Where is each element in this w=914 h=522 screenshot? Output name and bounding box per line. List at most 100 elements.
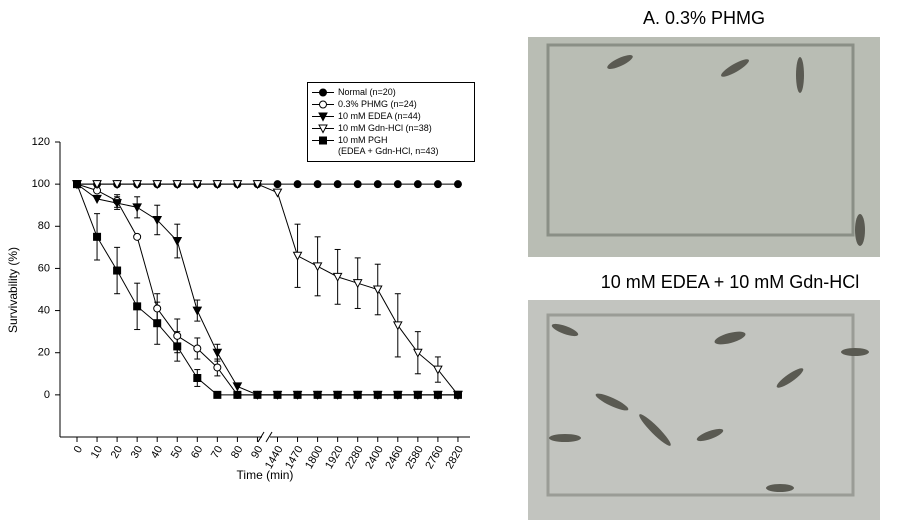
marker — [433, 365, 443, 375]
x-tick-label: 90 — [249, 444, 266, 461]
legend-icon — [312, 136, 334, 145]
marker — [112, 180, 122, 190]
marker — [319, 100, 327, 109]
legend-item: 0.3% PHMG (n=24) — [308, 99, 474, 110]
marker — [392, 321, 403, 331]
marker — [172, 180, 183, 190]
marker — [253, 390, 262, 399]
legend-icon — [312, 112, 334, 122]
legend-label: 10 mM EDEA (n=44) — [338, 111, 421, 121]
photo — [528, 37, 880, 257]
marker — [332, 272, 343, 282]
x-tick-label: 10 — [89, 444, 106, 461]
marker — [232, 382, 243, 392]
legend-item: 10 mM PGH (EDEA + Gdn-HCl, n=43) — [308, 135, 474, 157]
x-tick-label: 2400 — [363, 444, 386, 471]
series-line — [76, 183, 458, 396]
legend-label: 0.3% PHMG (n=24) — [338, 99, 417, 109]
panel-title: 10 mM EDEA + 10 mM Gdn-HCl — [600, 272, 860, 292]
axis-break — [265, 431, 273, 443]
legend-item: 10 mM Gdn-HCl (n=38) — [308, 123, 474, 134]
marker — [352, 279, 363, 289]
marker — [92, 194, 102, 204]
x-tick-label: 1470 — [283, 444, 306, 471]
x-tick-label: 1800 — [303, 444, 326, 471]
marker — [232, 180, 243, 190]
y-axis-label: Survivability (%) — [6, 247, 20, 333]
y-tick-label: 0 — [44, 389, 50, 401]
axis-break — [257, 431, 265, 443]
marker — [313, 180, 322, 189]
marker — [292, 251, 303, 261]
tank-edge — [546, 43, 855, 237]
marker — [173, 342, 182, 351]
marker — [373, 180, 382, 189]
marker — [372, 285, 383, 295]
legend-icon — [312, 100, 334, 109]
legend-item: Normal (n=20) — [308, 87, 474, 98]
marker — [319, 88, 327, 97]
marker — [252, 180, 263, 190]
marker — [318, 124, 328, 134]
y-tick-label: 120 — [32, 136, 50, 148]
x-tick-label: 2460 — [383, 444, 406, 471]
marker — [212, 348, 223, 358]
marker — [213, 363, 222, 372]
fish — [549, 55, 869, 492]
y-tick-label: 100 — [32, 178, 50, 190]
marker — [433, 180, 442, 189]
marker — [152, 215, 163, 226]
series-line — [76, 183, 458, 396]
marker — [293, 180, 302, 189]
series-line — [76, 183, 458, 396]
marker — [413, 180, 422, 189]
marker — [152, 180, 163, 190]
marker — [193, 374, 202, 382]
marker — [92, 180, 102, 190]
marker — [373, 390, 382, 399]
legend-label: 10 mM Gdn-HCl (n=38) — [338, 123, 432, 133]
marker — [333, 180, 342, 189]
marker — [132, 203, 142, 213]
marker — [312, 262, 323, 272]
y-tick-label: 40 — [38, 304, 50, 316]
marker — [313, 390, 322, 399]
marker — [393, 390, 402, 399]
marker — [192, 306, 203, 316]
x-axis-label: Time (min) — [237, 468, 294, 482]
marker — [413, 348, 423, 358]
marker — [212, 180, 223, 190]
legend-item: 10 mM EDEA (n=44) — [308, 111, 474, 122]
x-tick-label: 0 — [72, 444, 85, 455]
x-tick-label: 2280 — [343, 444, 366, 471]
marker — [173, 331, 182, 340]
series-line — [77, 183, 459, 396]
x-tick-label: 60 — [189, 444, 206, 461]
x-tick-label: 20 — [109, 444, 126, 461]
legend: Normal (n=20) 0.3% PHMG (n=24) 10 mM EDEA … — [307, 82, 475, 162]
marker — [393, 180, 402, 189]
y-tick-label: 60 — [38, 262, 50, 274]
marker — [273, 390, 282, 399]
marker — [433, 390, 442, 399]
marker — [319, 136, 327, 145]
x-tick-label: 80 — [229, 444, 246, 461]
tank-edge — [546, 313, 855, 497]
marker — [193, 344, 202, 353]
marker — [112, 199, 122, 209]
y-tick-label: 20 — [38, 347, 50, 359]
marker — [113, 266, 122, 275]
marker — [353, 180, 362, 189]
marker — [333, 390, 342, 399]
photo — [528, 300, 880, 520]
panel-title: A. 0.3% PHMG — [642, 8, 766, 28]
legend-icon — [312, 88, 334, 97]
legend-icon — [312, 124, 334, 134]
x-tick-label: 40 — [149, 444, 166, 461]
marker — [413, 390, 422, 399]
marker — [453, 390, 462, 399]
marker — [73, 180, 81, 189]
x-tick-label: 30 — [129, 444, 146, 461]
x-tick-label: 1440 — [263, 444, 286, 471]
